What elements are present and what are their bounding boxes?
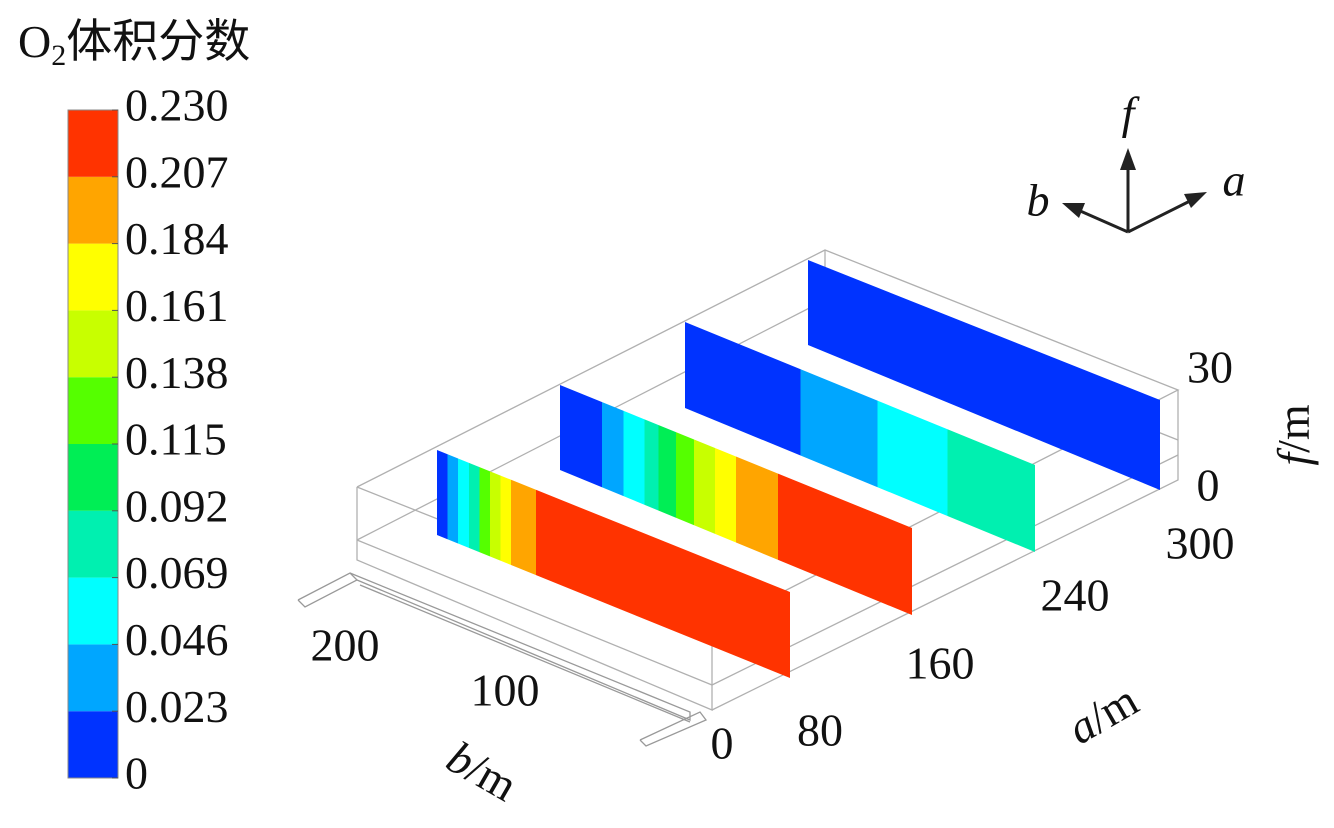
tick-label: 0 [711,718,734,769]
tick-label: 30 [1187,342,1233,393]
color-band [68,243,118,311]
tick-label: 0.230 [125,80,229,131]
color-band [68,577,118,645]
compass-label: a [1223,155,1246,206]
tick-label: 0.069 [125,547,229,598]
slice [808,260,1160,490]
slice [437,450,790,678]
axis-label: a/m [1059,674,1147,754]
color-band [68,510,118,578]
color-band [68,176,118,244]
colorbar: 0 0.023 0.046 0.069 0.092 0.115 0.138 0.161 0.18… [67,80,229,799]
slice [685,322,1035,552]
compass-label: f [1122,88,1141,139]
slice [560,385,912,615]
color-band [68,644,118,712]
color-band [68,110,118,177]
tick-label: 0 [1197,460,1220,511]
tick-label: 100 [471,665,540,716]
tick-label: 160 [906,638,975,689]
tick-label: 0.207 [125,146,229,197]
tick-label: 0.115 [125,414,227,465]
color-band [68,310,118,378]
tick-label: 200 [311,620,380,671]
color-band [68,377,118,444]
title-symbol: O [18,16,51,67]
tick-label: 80 [797,705,843,756]
tick-label: 240 [1041,570,1110,621]
color-band [68,444,118,511]
tick-label: 0 [125,748,148,799]
axis-label: f/m [1268,404,1319,466]
title-text: 体积分数 [66,16,250,67]
compass [1062,148,1207,234]
tick-label: 0.023 [125,681,229,732]
color-band [68,711,118,778]
axis-unit: /m [1268,404,1319,453]
tick-label: 0.046 [125,614,229,665]
tick-label: 0.161 [125,280,229,331]
axis-ticks: 200 100 0 80 160 240 300 0 30 [311,342,1235,769]
compass-label: b [1027,175,1050,226]
tick-label: 0.092 [125,480,229,531]
axis-label: b/m [439,731,527,811]
tick-label: 300 [1166,518,1235,569]
colorbar-title: O2体积分数 [18,16,250,72]
title-subscript: 2 [51,39,66,72]
tick-label: 0.138 [125,347,229,398]
tick-label: 0.184 [125,213,229,264]
